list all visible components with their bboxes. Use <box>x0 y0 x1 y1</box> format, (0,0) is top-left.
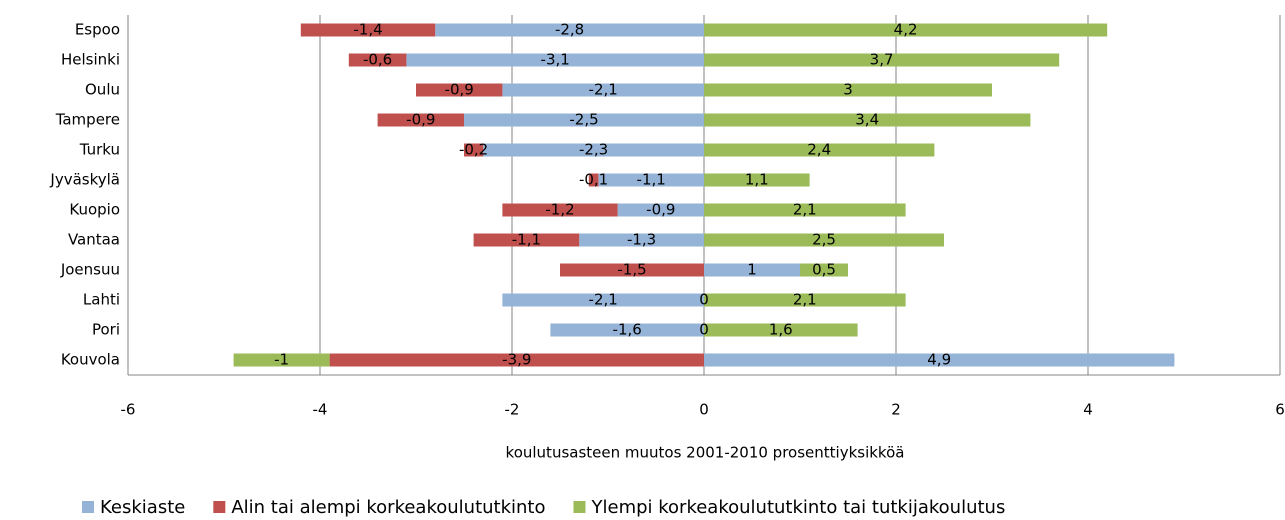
data-label: -2,8 <box>555 21 584 39</box>
data-label: 1 <box>747 261 757 279</box>
bar-segment <box>473 233 580 247</box>
data-label: -1,1 <box>512 231 541 249</box>
data-label: 4,9 <box>927 351 951 369</box>
y-tick-label: Tampere <box>55 111 120 129</box>
data-label: 3,7 <box>870 51 894 69</box>
data-label: -2,3 <box>579 141 608 159</box>
bar-segment <box>329 353 704 367</box>
bar-segment <box>502 203 618 217</box>
bar-segment <box>704 233 944 247</box>
bar-segment <box>800 263 848 277</box>
x-tick-label: -2 <box>505 401 520 419</box>
bar-segment <box>560 263 704 277</box>
data-label: -0,6 <box>363 51 392 69</box>
bar-segment <box>483 143 704 157</box>
data-label: 2,1 <box>793 201 817 219</box>
bar-segment <box>704 293 906 307</box>
y-tick-label: Helsinki <box>61 51 120 69</box>
data-label: -0,2 <box>459 141 488 159</box>
y-tick-label: Kuopio <box>69 201 120 219</box>
data-label: 2,1 <box>793 291 817 309</box>
legend-text: Ylempi korkeakoulututkinto tai tutkijako… <box>591 497 1006 518</box>
bar-segment <box>406 53 704 67</box>
bar-segment <box>704 23 1108 37</box>
y-tick-label: Jyväskylä <box>49 171 120 189</box>
bar-segment <box>435 23 704 37</box>
data-label: 4,2 <box>894 21 918 39</box>
data-label: 2,5 <box>812 231 836 249</box>
data-label: 0 <box>699 291 709 309</box>
bar-segment <box>377 113 464 127</box>
bar-segment <box>550 323 704 337</box>
bar-segment <box>704 203 906 217</box>
bar-segment <box>704 113 1031 127</box>
data-label: 0 <box>699 321 709 339</box>
legend-text: Keskiaste <box>100 497 185 518</box>
data-label: -1,1 <box>637 171 666 189</box>
bar-segment <box>588 173 599 187</box>
bar-segment <box>464 143 484 157</box>
data-label: -0,1 <box>579 171 608 189</box>
x-tick-label: 0 <box>699 401 709 419</box>
data-label: -1,6 <box>613 321 642 339</box>
bar-segment <box>464 113 704 127</box>
x-tick-label: 4 <box>1083 401 1093 419</box>
y-tick-label: Turku <box>79 141 120 159</box>
bar-segment <box>704 323 858 337</box>
x-axis-title: koulutusasteen muutos 2001-2010 prosentt… <box>506 444 905 462</box>
y-tick-label: Joensuu <box>60 261 120 279</box>
legend-text: Alin tai alempi korkeakoulututkinto <box>231 497 545 518</box>
data-label: -1,2 <box>545 201 574 219</box>
x-tick-label: -4 <box>313 401 328 419</box>
data-label: -0,9 <box>646 201 675 219</box>
bar-segment <box>704 353 1175 367</box>
data-label: -3,1 <box>541 51 570 69</box>
bar-segment <box>416 83 503 97</box>
x-tick-label: -6 <box>121 401 136 419</box>
bar-segment <box>348 53 407 67</box>
data-label: -1 <box>274 351 289 369</box>
bar-segment <box>502 83 704 97</box>
bar-segment <box>502 293 704 307</box>
data-label: 1,1 <box>745 171 769 189</box>
data-label: -0,9 <box>406 111 435 129</box>
data-label: -1,5 <box>617 261 646 279</box>
y-tick-label: Espoo <box>75 21 120 39</box>
bar-segment <box>300 23 436 37</box>
bar-segment <box>704 53 1060 67</box>
bar-segment <box>704 173 810 187</box>
data-label: 2,4 <box>807 141 831 159</box>
data-label: -0,9 <box>445 81 474 99</box>
y-tick-label: Lahti <box>83 291 120 309</box>
data-label: 0,5 <box>812 261 836 279</box>
y-tick-label: Oulu <box>85 81 120 99</box>
bar-segment <box>579 233 704 247</box>
y-tick-label: Kouvola <box>61 351 120 369</box>
legend-swatch <box>213 501 226 513</box>
data-label: 3,4 <box>855 111 879 129</box>
bar-segment <box>704 83 992 97</box>
data-label: -2,1 <box>589 81 618 99</box>
data-label: -3,9 <box>502 351 531 369</box>
data-label: -2,1 <box>589 291 618 309</box>
y-tick-label: Pori <box>92 321 120 339</box>
legend-swatch <box>82 501 94 513</box>
x-tick-label: 6 <box>1275 401 1285 419</box>
bar-segment <box>704 263 800 277</box>
data-label: 3 <box>843 81 853 99</box>
bar-segment <box>617 203 704 217</box>
legend-swatch <box>573 501 586 513</box>
bar-segment <box>704 143 935 157</box>
y-tick-label: Vantaa <box>68 231 120 249</box>
data-label: -2,5 <box>569 111 598 129</box>
bar-segment <box>233 353 330 367</box>
x-tick-label: 2 <box>891 401 901 419</box>
data-label: -1,3 <box>627 231 656 249</box>
data-label: 1,6 <box>769 321 793 339</box>
bar-segment <box>598 173 704 187</box>
data-label: -1,4 <box>353 21 382 39</box>
